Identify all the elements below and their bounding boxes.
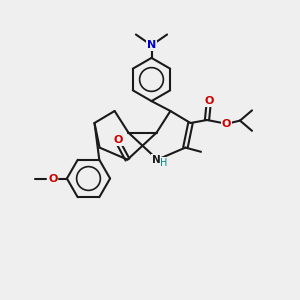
Text: H: H	[160, 158, 168, 168]
Text: O: O	[222, 118, 231, 129]
Text: N: N	[152, 154, 160, 165]
Text: O: O	[114, 135, 123, 145]
Text: N: N	[147, 40, 156, 50]
Text: O: O	[48, 173, 58, 184]
Text: O: O	[204, 96, 214, 106]
